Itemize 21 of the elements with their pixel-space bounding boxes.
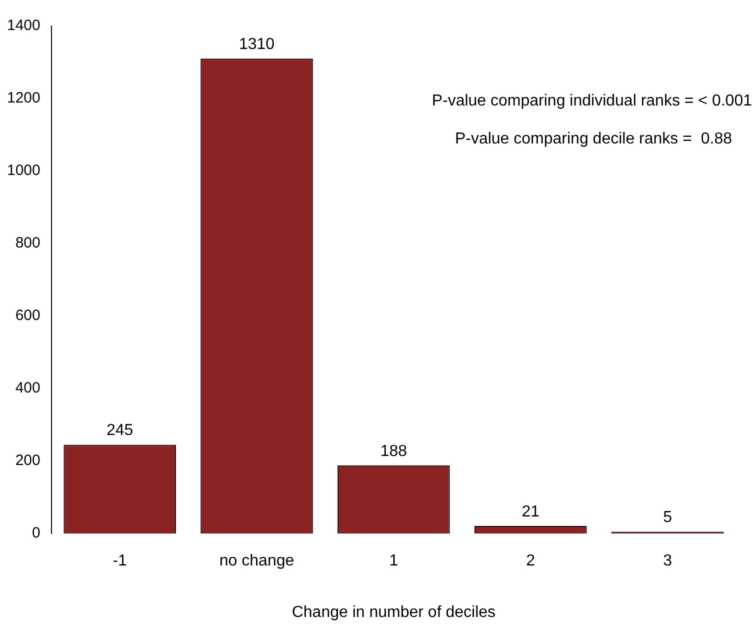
data-label: 245	[106, 422, 134, 440]
y-tick-label: 1200	[6, 90, 40, 107]
x-axis-title: Change in number of deciles	[292, 604, 496, 621]
x-tick-label: 1	[389, 552, 398, 570]
x-tick-label: no change	[219, 552, 294, 570]
y-tick-label: 600	[15, 307, 40, 324]
y-tick-label: 0	[32, 524, 40, 542]
data-label: 188	[380, 442, 408, 460]
annotation: P-value comparing decile ranks = 0.88	[454, 130, 732, 148]
y-tick-label: 400	[15, 380, 40, 397]
y-tick-label: 800	[15, 234, 40, 252]
data-label: 1310	[238, 36, 275, 54]
data-label: 21	[522, 503, 540, 520]
annotation: P-value comparing individual ranks = < 0.001	[432, 92, 752, 110]
x-tick-label: 3	[663, 552, 672, 570]
data-label: 5	[663, 509, 672, 526]
y-tick-label: 1000	[6, 162, 40, 180]
x-tick-label: 2	[526, 552, 536, 570]
x-tick-label: -1	[112, 552, 128, 570]
y-tick-label: 1400	[6, 17, 40, 34]
y-tick-label: 200	[15, 452, 40, 470]
